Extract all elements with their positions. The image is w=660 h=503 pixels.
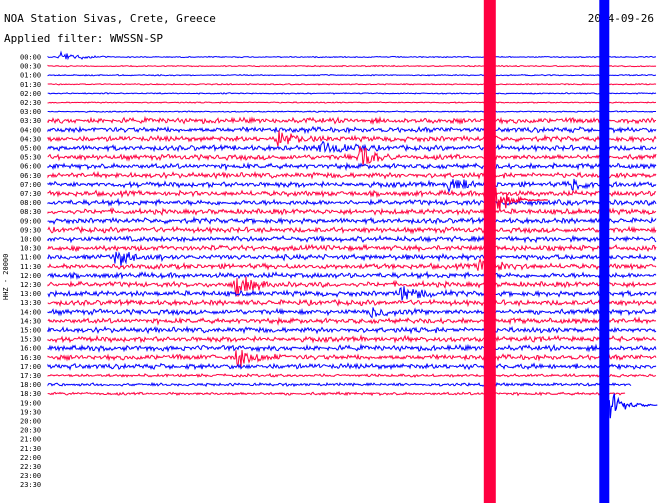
time-label: 20:00 <box>20 418 41 426</box>
trace-line <box>47 257 657 273</box>
trace-line <box>47 325 657 335</box>
time-label: 00:30 <box>20 63 41 71</box>
time-label: 22:30 <box>20 463 41 471</box>
trace-line <box>47 234 657 244</box>
trace-line <box>47 50 656 61</box>
time-label: 10:00 <box>20 236 41 244</box>
time-label: 12:00 <box>20 272 41 280</box>
trace-line <box>47 161 657 172</box>
time-label: 02:00 <box>20 90 41 98</box>
large-event-band <box>599 0 610 503</box>
time-label: 03:00 <box>20 108 41 116</box>
trace-line <box>47 145 657 167</box>
time-label: 11:00 <box>20 254 41 262</box>
time-label: 10:30 <box>20 245 41 253</box>
trace-line <box>47 276 657 297</box>
time-label: 17:00 <box>20 363 41 371</box>
trace-line <box>47 197 657 207</box>
trace-line <box>47 307 657 319</box>
time-label: 07:00 <box>20 181 41 189</box>
trace-line <box>47 207 657 217</box>
trace-line <box>47 73 657 77</box>
time-label: 05:30 <box>20 154 41 162</box>
seismic-traces <box>47 50 657 397</box>
large-event-coda <box>608 393 658 419</box>
trace-line <box>47 391 626 397</box>
time-label: 15:00 <box>20 327 41 335</box>
time-label: 08:00 <box>20 199 41 207</box>
time-label: 21:30 <box>20 445 41 453</box>
time-label: 02:30 <box>20 99 41 107</box>
time-label: 18:00 <box>20 381 41 389</box>
time-label: 08:30 <box>20 208 41 216</box>
time-label: 09:00 <box>20 217 41 225</box>
trace-line <box>47 178 657 194</box>
time-label: 18:30 <box>20 390 41 398</box>
time-label: 13:00 <box>20 290 41 298</box>
filter-label: Applied filter: WWSSN-SP <box>4 32 163 45</box>
time-label: 20:30 <box>20 427 41 435</box>
time-label: 09:30 <box>20 226 41 234</box>
time-label: 17:30 <box>20 372 41 380</box>
trace-line <box>47 170 657 180</box>
time-labels: 00:0000:3001:0001:3002:0002:3003:0003:30… <box>20 54 41 490</box>
trace-line <box>47 189 657 199</box>
time-label: 23:30 <box>20 481 41 489</box>
time-label: 15:30 <box>20 336 41 344</box>
trace-line <box>47 115 656 126</box>
time-label: 07:30 <box>20 190 41 198</box>
trace-line <box>47 64 657 68</box>
large-event-coda <box>493 187 548 210</box>
trace-line <box>47 225 657 235</box>
large-events <box>483 0 658 503</box>
trace-line <box>47 82 657 86</box>
trace-line <box>47 110 656 113</box>
time-label: 05:00 <box>20 145 41 153</box>
time-label: 14:00 <box>20 308 41 316</box>
time-label: 16:30 <box>20 354 41 362</box>
time-label: 16:00 <box>20 345 41 353</box>
time-label: 01:30 <box>20 81 41 89</box>
time-label: 14:30 <box>20 317 41 325</box>
time-label: 00:00 <box>20 54 41 62</box>
trace-line <box>47 362 657 371</box>
time-label: 19:30 <box>20 408 41 416</box>
trace-line <box>47 243 657 253</box>
trace-line <box>47 286 657 301</box>
time-label: 22:00 <box>20 454 41 462</box>
time-label: 11:30 <box>20 263 41 271</box>
trace-line <box>47 381 632 388</box>
trace-line <box>47 251 657 267</box>
time-label: 06:00 <box>20 163 41 171</box>
large-event-band <box>483 0 496 503</box>
time-label: 04:00 <box>20 126 41 134</box>
trace-line <box>47 92 657 95</box>
trace-line <box>47 125 657 135</box>
trace-line <box>47 270 657 280</box>
trace-line <box>47 140 657 154</box>
time-label: 19:00 <box>20 399 41 407</box>
trace-line <box>47 343 657 353</box>
time-label: 13:30 <box>20 299 41 307</box>
trace-line <box>47 215 657 226</box>
trace-line <box>47 334 657 344</box>
time-label: 23:00 <box>20 472 41 480</box>
trace-line <box>47 298 657 308</box>
time-label: 21:00 <box>20 436 41 444</box>
trace-line <box>47 372 657 379</box>
time-label: 03:30 <box>20 117 41 125</box>
time-label: 06:30 <box>20 172 41 180</box>
trace-line <box>47 316 657 326</box>
trace-line <box>47 349 657 367</box>
time-label: 01:00 <box>20 72 41 80</box>
trace-line <box>47 101 657 104</box>
time-label: 12:30 <box>20 281 41 289</box>
station-title: NOA Station Sivas, Crete, Greece <box>4 12 216 25</box>
trace-line <box>47 130 657 147</box>
time-label: 04:30 <box>20 135 41 143</box>
